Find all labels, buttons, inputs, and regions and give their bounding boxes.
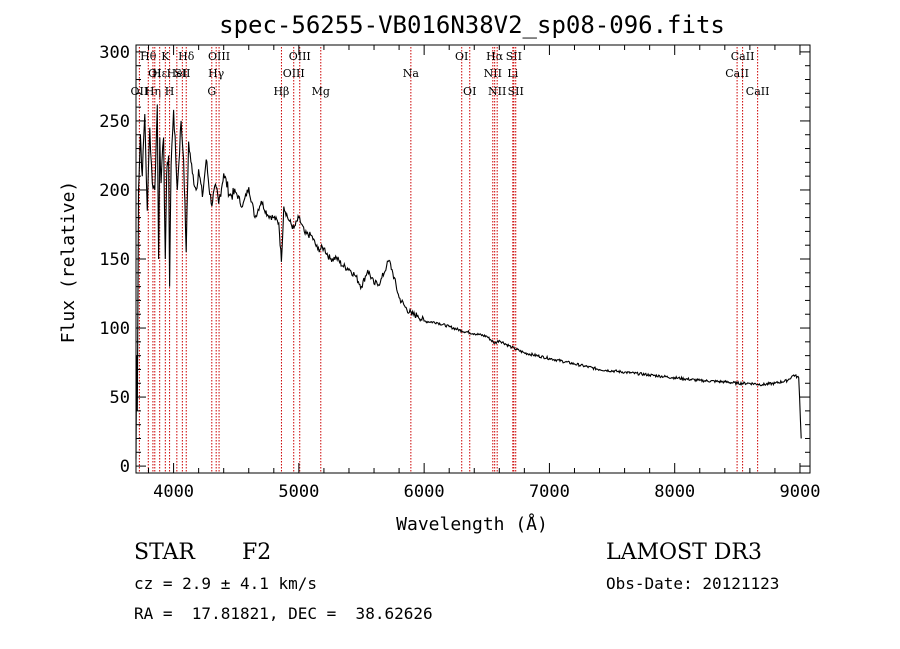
line-label: SII bbox=[506, 50, 522, 63]
line-label: Hγ bbox=[208, 67, 225, 80]
object-subclass: F2 bbox=[242, 540, 272, 565]
coordinates-readout: RA = 17.81821, DEC = 38.62626 bbox=[134, 604, 433, 623]
line-label: OIII bbox=[283, 67, 305, 80]
object-class: STAR bbox=[134, 540, 195, 565]
line-label: OI bbox=[455, 50, 468, 63]
line-label: Li bbox=[507, 67, 518, 80]
line-label: H bbox=[165, 85, 175, 98]
plot-frame bbox=[135, 44, 811, 474]
spectrum-line bbox=[135, 104, 802, 460]
line-label: Na bbox=[403, 67, 420, 80]
x-tick-label: 8000 bbox=[654, 482, 695, 502]
y-tick-label: 0 bbox=[120, 457, 130, 477]
y-tick-label: 200 bbox=[99, 181, 130, 201]
line-label: G bbox=[207, 85, 216, 98]
obs-date: Obs-Date: 20121123 bbox=[606, 574, 780, 593]
y-tick-label: 150 bbox=[99, 250, 130, 270]
line-label: OI bbox=[148, 67, 161, 80]
line-label: CaII bbox=[725, 67, 749, 80]
line-label: SII bbox=[174, 67, 190, 80]
x-tick-label: 5000 bbox=[278, 482, 319, 502]
line-label: OIII bbox=[208, 50, 230, 63]
line-label: OI bbox=[463, 85, 476, 98]
y-tick-label: 100 bbox=[99, 319, 130, 339]
y-tick-label: 250 bbox=[99, 112, 130, 132]
redshift-readout: cz = 2.9 ± 4.1 km/s bbox=[134, 574, 318, 593]
survey-label: LAMOST DR3 bbox=[606, 540, 762, 565]
line-label: K bbox=[161, 50, 170, 63]
line-label: OII bbox=[131, 85, 149, 98]
y-tick-label: 50 bbox=[110, 388, 130, 408]
chart-title: spec-56255-VB016N38V2_sp08-096.fits bbox=[219, 11, 725, 39]
line-label: Mg bbox=[312, 85, 330, 98]
line-label: Hδ bbox=[178, 50, 195, 63]
line-label: CaII bbox=[731, 50, 755, 63]
line-label: OIII bbox=[289, 50, 311, 63]
x-tick-label: 6000 bbox=[404, 482, 445, 502]
line-label: Hη bbox=[145, 85, 161, 98]
x-tick-label: 7000 bbox=[529, 482, 570, 502]
x-tick-label: 4000 bbox=[153, 482, 194, 502]
line-label: Hα bbox=[486, 50, 504, 63]
x-tick-label: 9000 bbox=[780, 482, 821, 502]
y-axis-label: Flux (relative) bbox=[58, 181, 79, 344]
line-label: NII bbox=[488, 85, 506, 98]
y-tick-label: 300 bbox=[99, 43, 130, 63]
line-label: Hβ bbox=[273, 85, 289, 98]
line-label: SII bbox=[508, 85, 524, 98]
line-label: Hε bbox=[152, 67, 168, 80]
line-label: NII bbox=[484, 67, 502, 80]
line-label: HeI bbox=[167, 67, 187, 80]
line-label: CaII bbox=[746, 85, 770, 98]
x-axis-label: Wavelength (Å) bbox=[396, 513, 548, 535]
